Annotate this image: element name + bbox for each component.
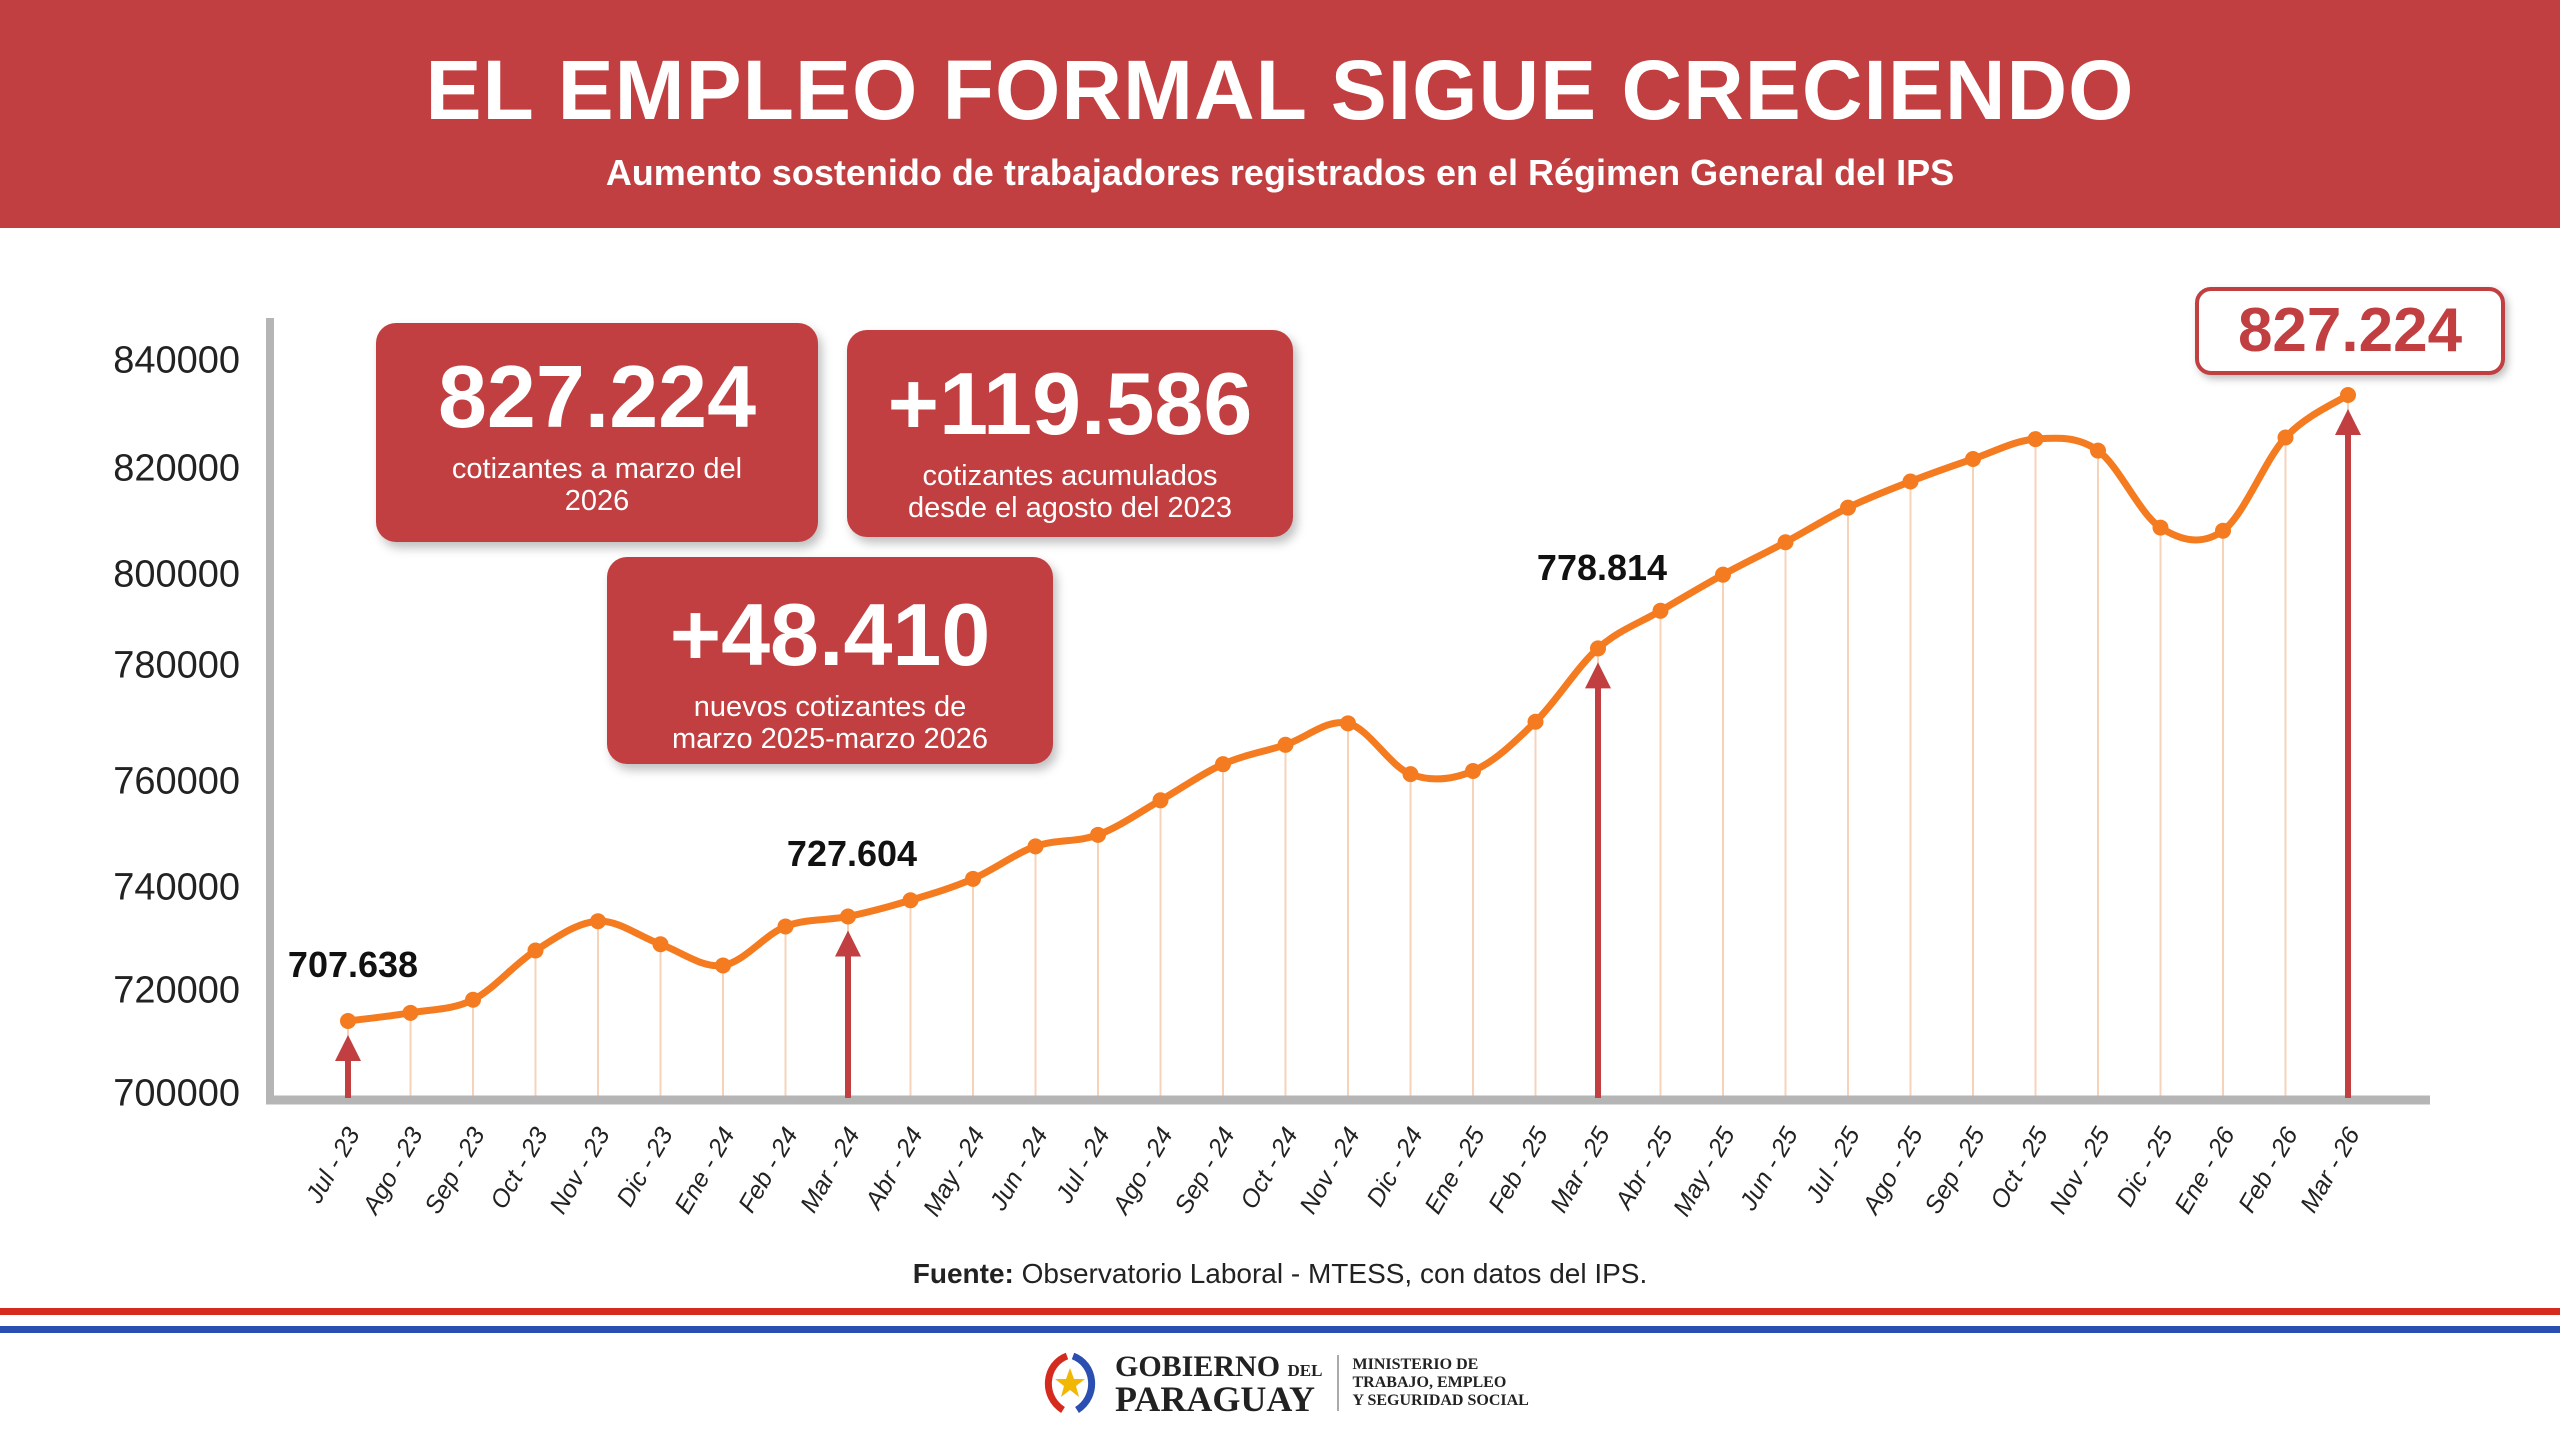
- card-caption: cotizantes a marzo del 2026: [451, 453, 743, 517]
- data-point-mar-25: [1590, 640, 1606, 657]
- data-point-feb-25: [1527, 713, 1544, 730]
- data-point-ago-25: [1902, 473, 1919, 490]
- page-subtitle: Aumento sostenido de trabajadores regist…: [605, 152, 1955, 193]
- data-point-oct-23: [527, 942, 544, 959]
- ministry-text: MINISTERIO DE TRABAJO, EMPLEO Y SEGURIDAD …: [1352, 1356, 1529, 1409]
- final-value-badge: 827.224: [2195, 287, 2505, 375]
- flag-stripe-blue: [0, 1326, 2560, 1333]
- data-point-may-24: [965, 870, 981, 887]
- data-point-feb-24: [777, 918, 794, 935]
- data-point-jul-25: [1840, 499, 1856, 516]
- data-point-jul-24: [1090, 826, 1106, 843]
- arrow-up-icon: [1585, 662, 1611, 689]
- data-point-nov-24: [1340, 715, 1356, 732]
- data-point-jun-24: [1027, 838, 1044, 855]
- data-point-feb-26: [2277, 429, 2294, 446]
- point-label-mar-25: 778.814: [1536, 547, 1668, 588]
- data-point-ene-25: [1465, 762, 1481, 779]
- data-point-abr-25: [1652, 602, 1669, 619]
- data-point-nov-25: [2090, 442, 2106, 459]
- source-note: Fuente: Observatorio Laboral - MTESS, co…: [912, 1258, 1648, 1289]
- data-point-may-25: [1715, 566, 1731, 583]
- card-value: 827.224: [437, 347, 757, 446]
- card-new: +48.410 nuevos cotizantes de marzo 2025-m…: [607, 557, 1053, 764]
- card-caption: cotizantes acumulados desde el agosto del…: [907, 460, 1233, 524]
- data-point-sep-24: [1215, 756, 1231, 773]
- data-point-ago-24: [1152, 792, 1169, 809]
- data-point-oct-25: [2027, 431, 2044, 448]
- data-point-jul-23: [340, 1013, 356, 1029]
- header-banner: EL EMPLEO FORMAL SIGUE CRECIENDO Aumento…: [0, 0, 2560, 228]
- logo-divider: [1336, 1355, 1339, 1411]
- point-label-mar-24: 727.604: [786, 833, 918, 874]
- y-tick-label: 700000: [113, 1072, 240, 1115]
- coat-of-arms-icon: [1045, 1352, 1095, 1413]
- y-tick-label: 840000: [113, 339, 240, 382]
- data-point-sep-23: [465, 991, 481, 1008]
- y-tick-label: 760000: [113, 760, 240, 803]
- data-point-ene-24: [715, 957, 731, 974]
- arrow-up-icon: [835, 930, 861, 957]
- arrow-up-icon: [2335, 409, 2361, 435]
- government-logo: GOBIERNO DEL PARAGUAY MINISTERIO DE TRABA…: [1037, 1350, 1529, 1419]
- data-point-dic-23: [652, 936, 669, 953]
- y-tick-label: 720000: [113, 969, 240, 1012]
- data-point-dic-24: [1402, 766, 1419, 783]
- data-point-oct-24: [1277, 736, 1294, 753]
- card-accumulated: +119.586 cotizantes acumulados desde el a…: [847, 330, 1293, 537]
- data-point-ago-23: [402, 1004, 419, 1021]
- card-total: 827.224 cotizantes a marzo del 2026: [376, 323, 818, 542]
- data-point-dic-25: [2152, 519, 2169, 536]
- card-value: +48.410: [669, 585, 991, 684]
- y-tick-label: 780000: [113, 644, 240, 687]
- page-title: EL EMPLEO FORMAL SIGUE CRECIENDO: [425, 43, 2135, 137]
- flag-stripe-red: [0, 1308, 2560, 1315]
- data-point-sep-25: [1965, 450, 1981, 467]
- data-point-abr-24: [902, 892, 919, 909]
- data-point-jun-25: [1777, 534, 1794, 551]
- data-point-mar-24: [840, 908, 856, 925]
- data-point-mar-26: [2340, 387, 2356, 403]
- card-value: +119.586: [887, 354, 1253, 453]
- y-tick-label: 820000: [113, 447, 240, 490]
- card-caption: nuevos cotizantes de marzo 2025-marzo 202…: [672, 691, 988, 755]
- gobierno-text: GOBIERNO DEL PARAGUAY: [1115, 1350, 1323, 1419]
- y-tick-label: 800000: [113, 553, 240, 596]
- data-point-ene-26: [2215, 522, 2231, 539]
- point-label-jul-23: 707.638: [287, 944, 419, 985]
- arrow-up-icon: [335, 1035, 361, 1061]
- y-tick-label: 740000: [113, 866, 240, 909]
- data-point-nov-23: [590, 913, 606, 930]
